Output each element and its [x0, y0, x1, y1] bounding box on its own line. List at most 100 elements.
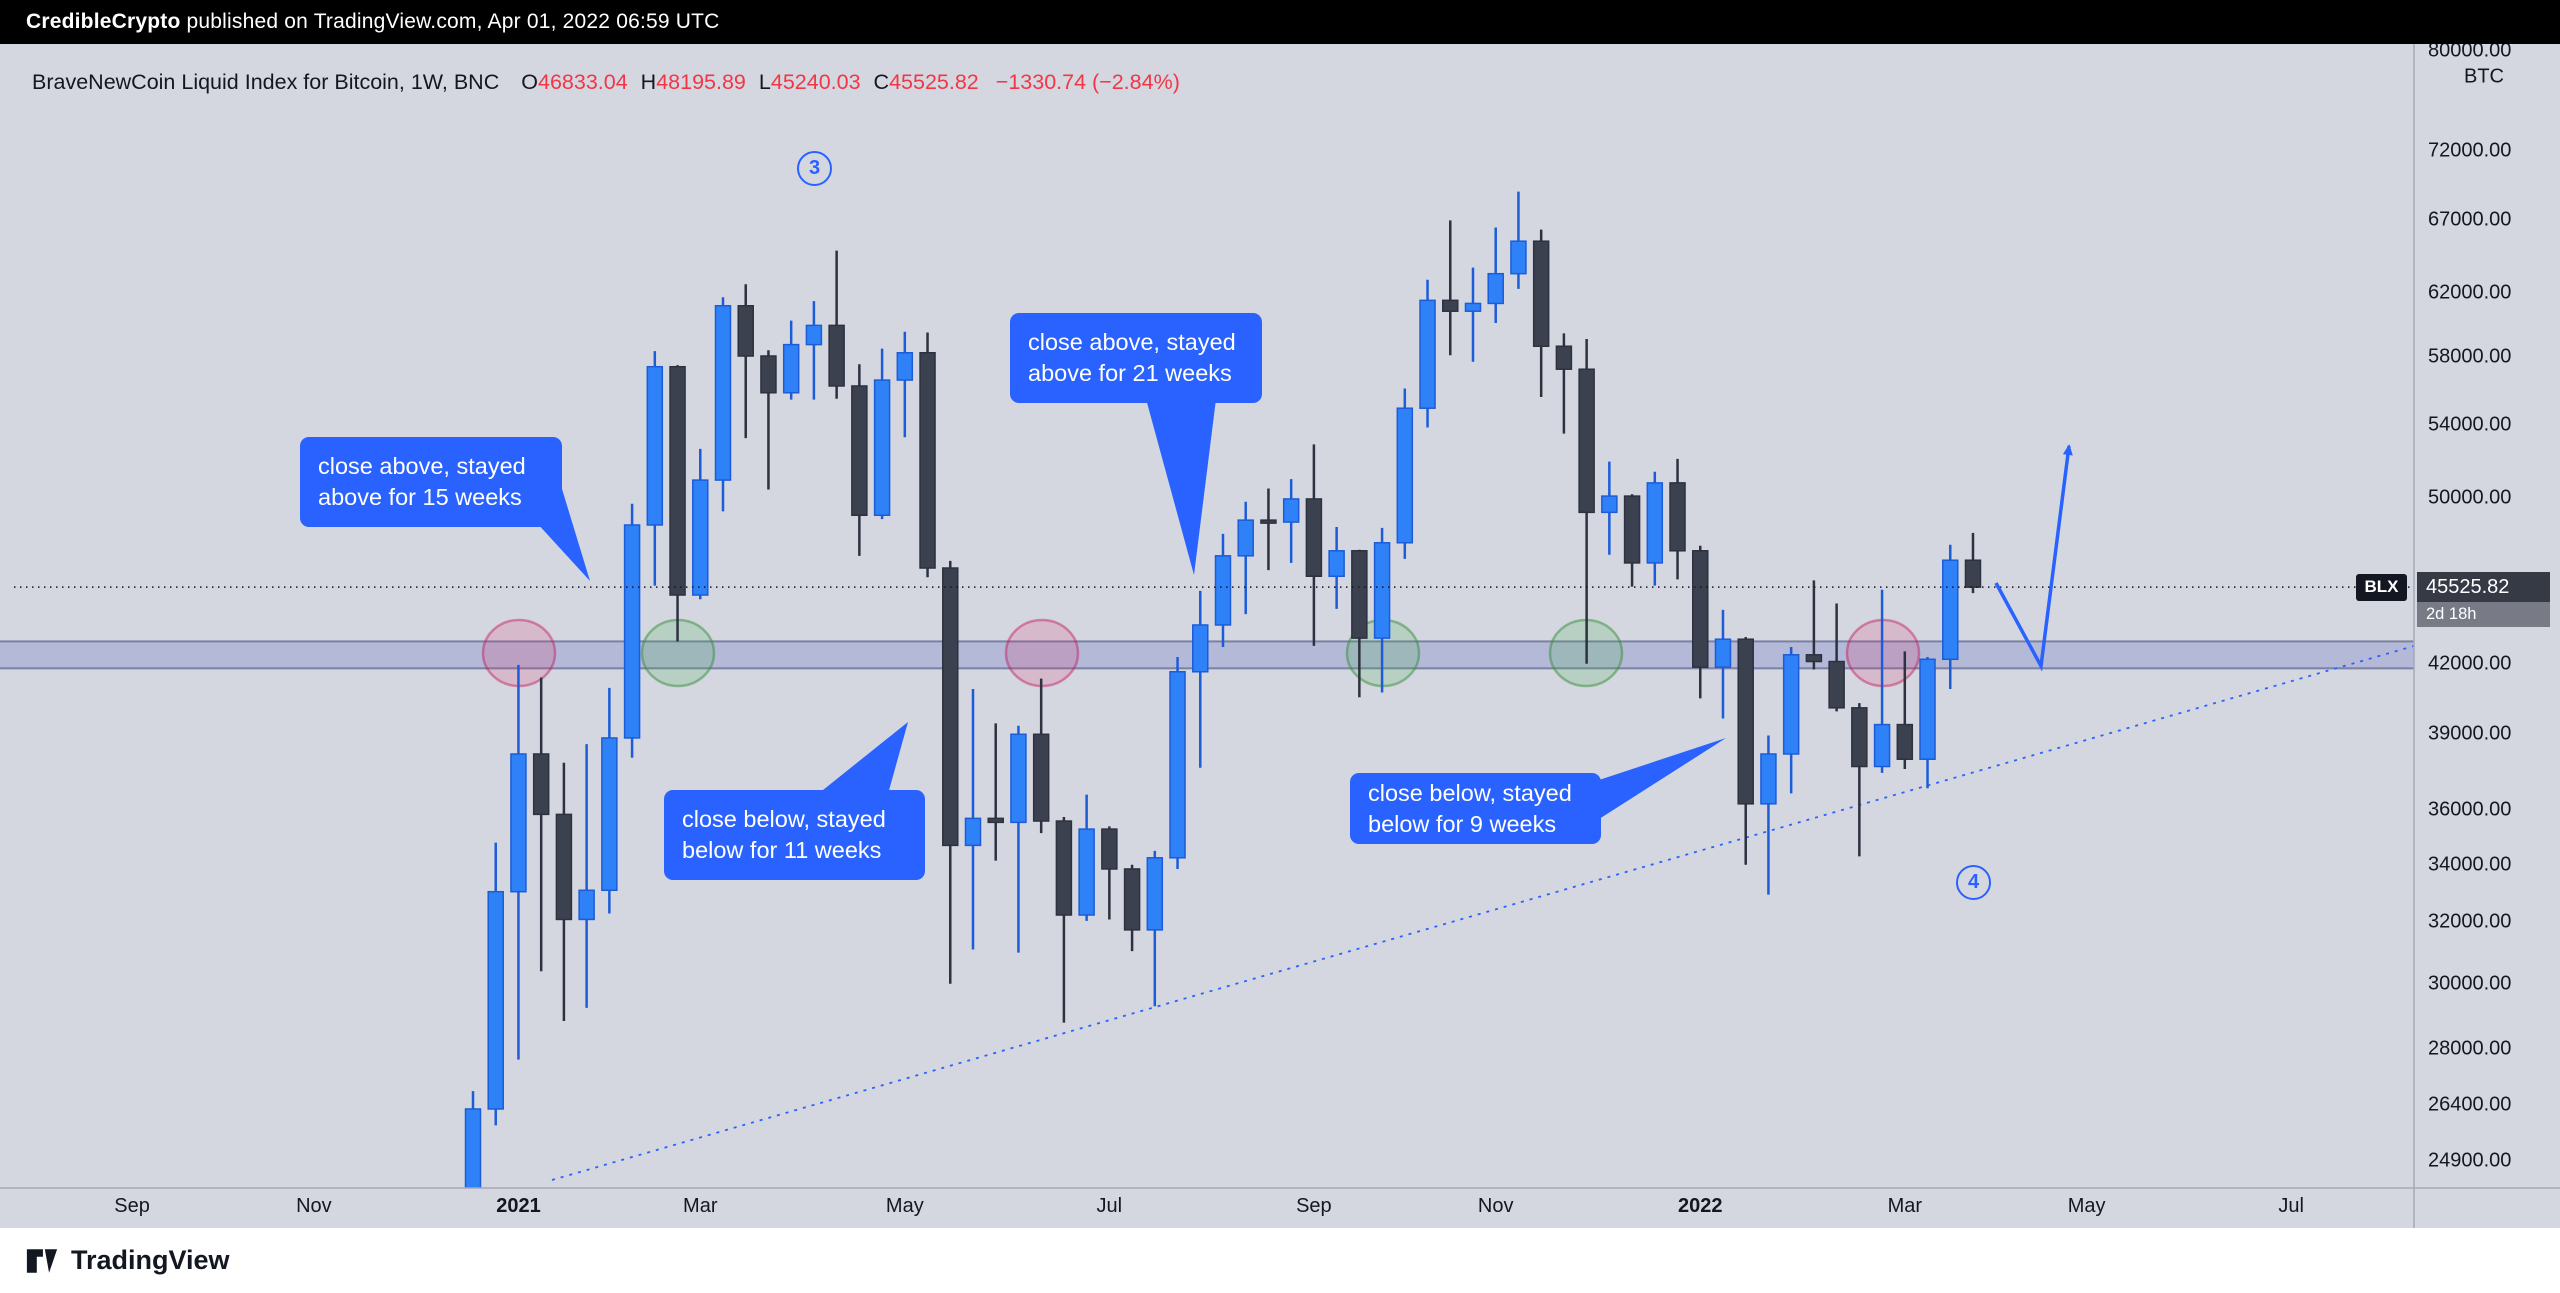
candle-body [714, 305, 732, 481]
price-scale[interactable]: 80000.00 72000.00 67000.00 62000.00 58000.00… [2416, 44, 2560, 1228]
price-tick: 28000.00 [2428, 1037, 2512, 1060]
candle-body [1669, 482, 1686, 552]
candle-body [1942, 559, 1959, 661]
ohlc-high: H48195.89 [640, 70, 746, 94]
publisher-username: CredibleCrypto [26, 10, 181, 33]
time-label: Mar [683, 1195, 718, 1217]
candle-body [510, 753, 527, 893]
ohlc-open: O46833.04 [521, 70, 628, 94]
time-label: Nov [1477, 1195, 1514, 1217]
candle-body [1737, 638, 1754, 805]
bar-countdown-label: 2d 18h [2417, 602, 2550, 628]
candles [464, 191, 1982, 1188]
candle-body [1510, 240, 1527, 275]
symbol-tag: BLX [2356, 573, 2407, 601]
projection-arrow[interactable] [1994, 444, 2073, 672]
callout-annotation-4[interactable]: close below, stayed below for 9 weeks [1350, 773, 1601, 844]
change-value: −1330.74 (−2.84%) [995, 70, 1180, 94]
candle-body [1260, 519, 1277, 524]
pink-circle-annotation[interactable] [1004, 618, 1080, 688]
candle-body [1692, 550, 1709, 668]
candle-body [1964, 559, 1982, 588]
time-label: 2022 [1678, 1195, 1723, 1217]
attribution-bar: CredibleCrypto published on TradingView.… [0, 0, 2560, 44]
legend: BraveNewCoin Liquid Index for Bitcoin, 1… [32, 70, 1180, 95]
candle-body [623, 524, 641, 739]
price-tick: 26400.00 [2428, 1093, 2512, 1116]
candle-body [1282, 498, 1300, 523]
candle-body [896, 351, 914, 381]
price-chart-canvas[interactable] [0, 44, 2560, 1228]
candle-body [1214, 555, 1232, 626]
candle-body [487, 890, 504, 1110]
candle-body [1373, 542, 1391, 639]
time-label: 2021 [496, 1195, 541, 1217]
candle-body [1055, 820, 1073, 916]
candle-body [987, 817, 1004, 824]
price-tick: 36000.00 [2428, 798, 2512, 821]
publisher-rest: published on TradingView.com, Apr 01, 20… [180, 10, 720, 33]
candle-body [1805, 654, 1823, 663]
candle-body [1623, 495, 1641, 564]
tradingview-wordmark[interactable]: TradingView [71, 1245, 230, 1275]
circled-number-4[interactable]: 4 [1956, 865, 1991, 900]
candle-body [1851, 707, 1868, 768]
candle-body [555, 813, 573, 921]
candle-body [1078, 828, 1095, 916]
trendline[interactable] [551, 645, 2415, 1181]
candle-body [828, 324, 845, 387]
callout-annotation-3[interactable]: close below, stayed below for 11 weeks [664, 790, 925, 880]
candle-body [1010, 733, 1027, 824]
candle-body [1873, 723, 1891, 768]
callout-annotation-2[interactable]: close above, stayed above for 21 weeks [1010, 313, 1262, 403]
candle-body [782, 343, 800, 394]
circled-number-3[interactable]: 3 [797, 151, 832, 186]
candle-body [532, 753, 550, 816]
publisher-text: CredibleCrypto published on TradingView.… [26, 10, 720, 34]
candle-body [578, 889, 595, 921]
candle-body [942, 567, 959, 847]
time-label: Sep [1296, 1195, 1332, 1217]
candle-body [669, 365, 686, 596]
candle-body [1123, 868, 1141, 931]
price-tick: 42000.00 [2428, 652, 2512, 675]
time-label: Jul [1096, 1195, 1123, 1217]
tradingview-logo-icon[interactable] [25, 1246, 59, 1276]
candle-body [1328, 550, 1345, 578]
price-tick: 32000.00 [2428, 910, 2512, 933]
candle-body [737, 305, 754, 357]
callout-tail [1146, 399, 1216, 575]
price-tick: 62000.00 [2428, 281, 2512, 304]
candle-body [1578, 368, 1595, 514]
symbol-title: BraveNewCoin Liquid Index for Bitcoin, 1… [32, 70, 500, 94]
candle-body [692, 479, 709, 596]
ohlc-close: C45525.82 [873, 70, 979, 94]
candle-body [1419, 299, 1436, 409]
price-tick: 30000.00 [2428, 972, 2512, 995]
callout-tail [1596, 738, 1726, 821]
price-tick: 58000.00 [2428, 345, 2512, 368]
candle-body [851, 385, 868, 517]
chart-area: BraveNewCoin Liquid Index for Bitcoin, 1… [0, 44, 2560, 1228]
price-tick: 54000.00 [2428, 413, 2512, 436]
candle-body [760, 355, 777, 394]
price-tick: 80000.00 [2428, 44, 2512, 62]
callout-annotation-1[interactable]: close above, stayed above for 15 weeks [300, 437, 562, 527]
candle-body [1351, 550, 1368, 639]
candle-body [1101, 828, 1118, 870]
candle-body [1396, 407, 1414, 544]
candle-body [964, 817, 982, 847]
candle-body [464, 1108, 482, 1188]
time-label: Nov [296, 1195, 332, 1217]
candle-body [1464, 302, 1482, 312]
ohlc-low: L45240.03 [758, 70, 861, 94]
candle-body [1828, 660, 1845, 709]
last-price-label: 45525.82 [2417, 572, 2550, 603]
time-scale[interactable]: Sep Nov 2021 Mar May Jul Sep Nov 2022 Mar May Jul [0, 1188, 2560, 1228]
time-label: May [885, 1195, 924, 1217]
candle-body [1919, 658, 1936, 760]
time-label: Jul [2278, 1195, 2304, 1217]
candle-body [1169, 671, 1186, 859]
time-label: Mar [1887, 1195, 1923, 1217]
